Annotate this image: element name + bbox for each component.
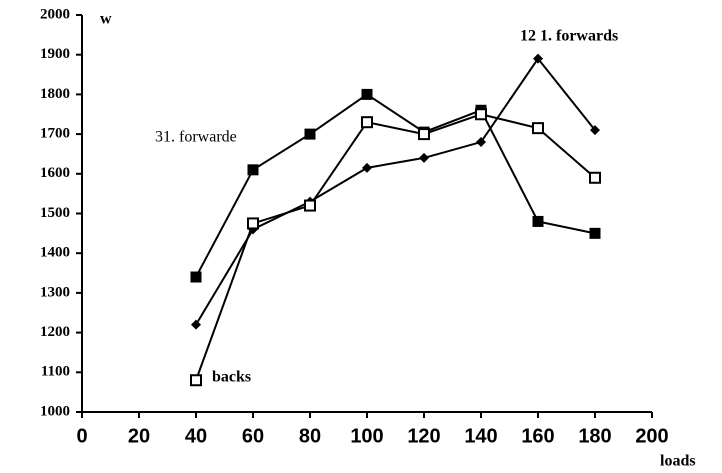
marker [362, 117, 372, 127]
marker [590, 173, 600, 183]
x-tick-label: 80 [299, 425, 321, 447]
marker [248, 218, 258, 228]
y-tick-label: 1900 [40, 46, 70, 62]
marker [419, 153, 429, 163]
x-tick-label: 180 [578, 425, 611, 447]
x-tick-label: 20 [128, 425, 150, 447]
y-tick-label: 1800 [40, 86, 70, 102]
marker [191, 272, 201, 282]
x-tick-label: 120 [407, 425, 440, 447]
series-label: 12 1. forwards [520, 28, 618, 45]
y-tick-label: 1500 [40, 205, 70, 221]
y-tick-label: 1100 [41, 364, 70, 380]
y-tick-label: 1600 [40, 165, 70, 181]
y-tick-label: 1300 [40, 284, 70, 300]
series-line [196, 59, 595, 325]
y-tick-label: 1700 [40, 126, 70, 142]
series-line [196, 94, 595, 277]
marker [476, 109, 486, 119]
x-axis-label: loads [660, 453, 696, 470]
y-axis-label: w [100, 11, 112, 28]
series-label: 31. forwarde [155, 129, 237, 146]
y-tick-label: 1000 [40, 403, 70, 419]
x-tick-label: 140 [464, 425, 497, 447]
y-tick-label: 1200 [40, 324, 70, 340]
marker [590, 228, 600, 238]
marker [248, 165, 258, 175]
marker [191, 375, 201, 385]
marker [533, 216, 543, 226]
marker [362, 163, 372, 173]
marker [305, 129, 315, 139]
x-tick-label: 200 [635, 425, 668, 447]
x-tick-label: 100 [350, 425, 383, 447]
marker [305, 201, 315, 211]
x-tick-label: 40 [185, 425, 207, 447]
chart: w loads 10001100120013001400150016001700… [0, 0, 722, 473]
marker [362, 89, 372, 99]
marker [419, 129, 429, 139]
x-tick-label: 60 [242, 425, 264, 447]
y-tick-label: 2000 [40, 6, 70, 22]
series-line [196, 114, 595, 380]
y-tick-label: 1400 [40, 245, 70, 261]
x-tick-label: 160 [521, 425, 554, 447]
marker [533, 123, 543, 133]
series-label: backs [212, 369, 251, 386]
x-tick-label: 0 [76, 425, 87, 447]
marker [191, 320, 201, 330]
